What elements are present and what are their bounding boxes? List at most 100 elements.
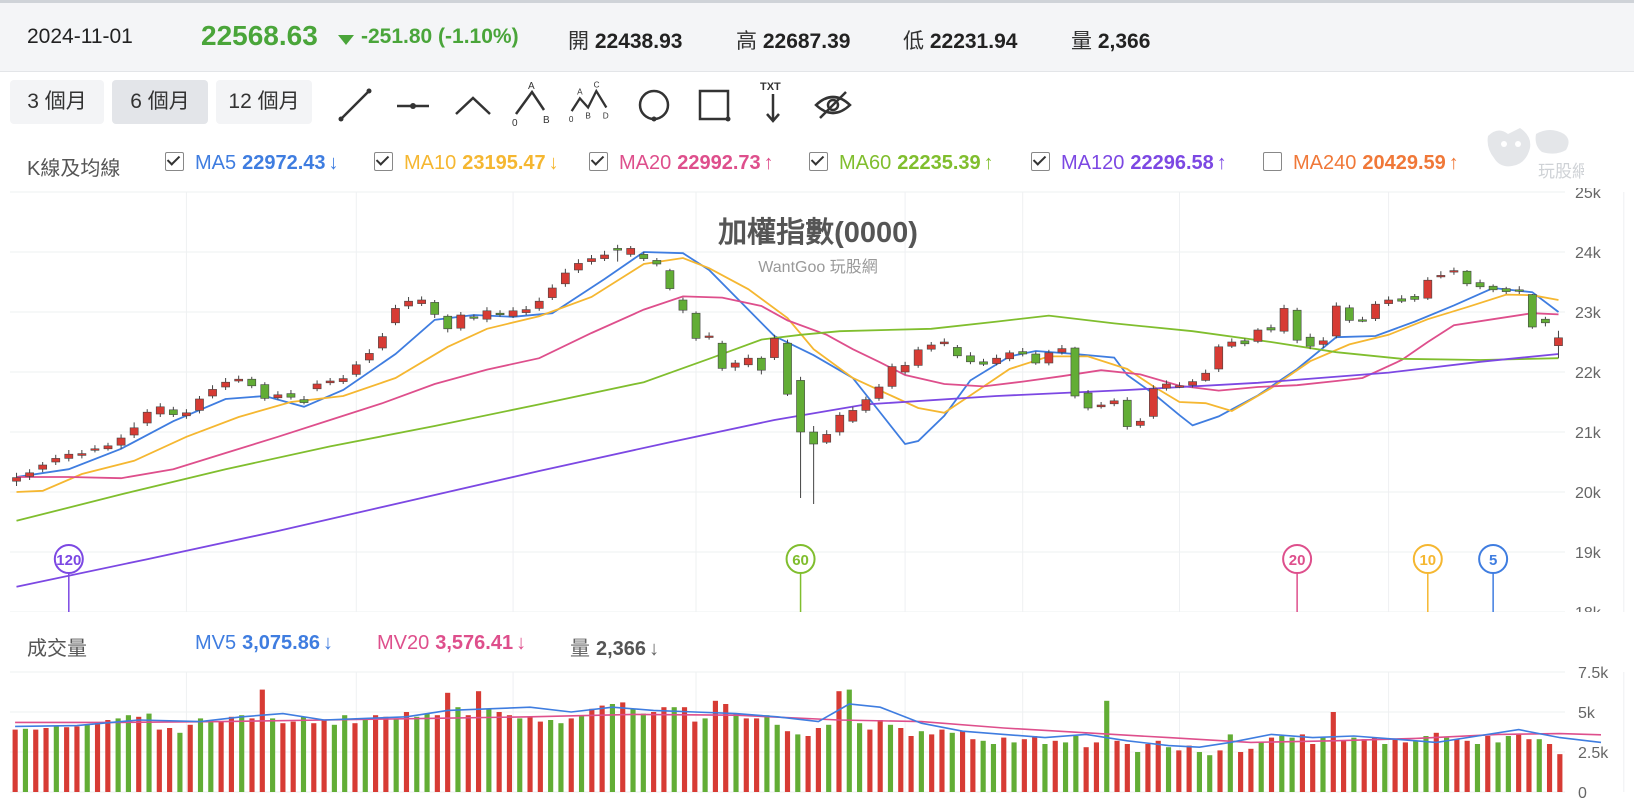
angle-tool-icon[interactable] xyxy=(452,84,494,126)
volume-bar xyxy=(506,715,513,792)
candle-body xyxy=(260,384,270,399)
volume-bar xyxy=(1361,739,1367,792)
candle-body xyxy=(469,316,479,319)
ma5-checkbox[interactable] xyxy=(165,152,184,171)
candle-body xyxy=(1005,352,1014,360)
volume-title: 成交量 xyxy=(27,638,87,660)
circle-tool-icon[interactable] xyxy=(633,84,675,126)
candle-body xyxy=(992,357,1001,364)
ma60-checkbox[interactable] xyxy=(809,152,828,171)
volume-bar xyxy=(187,724,193,792)
candle xyxy=(1018,348,1028,357)
ma240-checkbox[interactable] xyxy=(1263,152,1282,171)
volume-bar xyxy=(1114,740,1120,792)
price-chart[interactable]: 120 60 20 10 5 25k 24k 23k 22k 21k 20k 19k 18k 加權指數… xyxy=(0,188,1634,612)
volume-bar xyxy=(1443,737,1450,792)
volume-bar xyxy=(1495,742,1501,792)
text-tool-icon[interactable]: TXT xyxy=(752,76,794,128)
ma-marker-label: 5 xyxy=(1489,552,1497,569)
candle-body xyxy=(273,394,283,399)
candle-body xyxy=(966,355,975,363)
range-3m-button[interactable]: 3 個月 xyxy=(10,80,104,124)
candle-body xyxy=(717,342,727,369)
ma20-legend[interactable]: MA20 22992.73 ↑ xyxy=(589,152,774,175)
ma20-checkbox[interactable] xyxy=(589,152,608,171)
candle xyxy=(417,296,426,306)
candle xyxy=(1279,304,1289,334)
candle xyxy=(1397,295,1407,303)
candle xyxy=(404,297,413,309)
volume-bar xyxy=(383,716,389,792)
tool-glyph: D xyxy=(603,111,609,120)
volume-bar xyxy=(1052,740,1058,792)
ma240-legend[interactable]: MA240 20429.59 ↑ xyxy=(1263,152,1459,175)
volume-bar xyxy=(990,744,997,792)
candle-body xyxy=(1149,388,1158,417)
candle xyxy=(378,333,387,351)
volume-bar xyxy=(393,718,399,792)
candle-body xyxy=(1331,305,1341,337)
candle xyxy=(1384,296,1393,306)
volume-bar xyxy=(795,734,801,792)
volume-bar xyxy=(702,718,708,792)
ma-marker-20: 20 xyxy=(1282,544,1313,612)
volume-bar xyxy=(1207,755,1213,792)
candle-body xyxy=(90,448,100,451)
candle xyxy=(1423,277,1433,300)
volume-bar xyxy=(311,723,317,792)
quote-date: 2024-11-01 xyxy=(27,25,133,48)
candle-body xyxy=(561,272,570,285)
candle-body xyxy=(508,310,518,317)
range-6m-button[interactable]: 6 個月 xyxy=(112,80,208,124)
candle xyxy=(1554,330,1563,359)
volume-bar xyxy=(496,712,502,792)
abc-pattern-tool-icon[interactable]: A 0 B xyxy=(510,76,552,128)
candle xyxy=(1449,267,1459,275)
volume-bar xyxy=(1516,734,1522,792)
ma10-checkbox[interactable] xyxy=(374,152,393,171)
line-tool-icon[interactable] xyxy=(334,84,376,126)
tool-glyph: 0 xyxy=(569,115,574,124)
ma120-checkbox[interactable] xyxy=(1031,152,1050,171)
candle-body xyxy=(1044,352,1054,364)
candle-body xyxy=(1175,385,1184,388)
arrow-up-icon: ↑ xyxy=(1216,152,1227,174)
volume-chart[interactable]: 7.5k 5k 2.5k 0 xyxy=(0,664,1634,804)
horizontal-line-tool-icon[interactable] xyxy=(392,84,434,126)
candle-body xyxy=(351,364,361,375)
hide-drawings-icon[interactable] xyxy=(812,84,854,126)
tool-glyph: TXT xyxy=(760,81,781,93)
candle xyxy=(90,445,100,453)
candle-body xyxy=(926,344,936,350)
candle-body xyxy=(116,437,126,446)
quote-volume: 量 2,366 xyxy=(1071,30,1151,53)
candle-body xyxy=(247,378,257,387)
volume-bar xyxy=(156,729,162,792)
arrow-down-icon: ↓ xyxy=(322,632,333,654)
abcd-pattern-tool-icon[interactable]: A C B D 0 xyxy=(568,76,610,128)
candle xyxy=(1135,418,1145,428)
candle xyxy=(534,297,544,311)
volume-bar xyxy=(373,715,379,792)
chart-title: 加權指數(0000) xyxy=(718,216,918,249)
ma10-legend[interactable]: MA10 23195.47 ↓ xyxy=(374,152,559,175)
ma5-legend[interactable]: MA5 22972.43 ↓ xyxy=(165,152,339,175)
volume-bar xyxy=(898,728,904,792)
ma60-legend[interactable]: MA60 22235.39 ↑ xyxy=(809,152,994,175)
candle xyxy=(325,378,335,386)
volume-bar xyxy=(1320,737,1326,792)
candle-body xyxy=(77,453,87,456)
candle-body xyxy=(1083,392,1093,409)
range-12m-button[interactable]: 12 個月 xyxy=(216,80,312,124)
volume-bar xyxy=(146,713,152,792)
candle-body xyxy=(613,248,622,251)
ma120-legend[interactable]: MA120 22296.58 ↑ xyxy=(1031,152,1227,175)
candle-body xyxy=(495,312,505,315)
candle-body xyxy=(1514,289,1524,292)
volume-bar xyxy=(465,715,471,792)
candle-body xyxy=(404,300,413,307)
candle-body xyxy=(1384,299,1393,304)
candle-body xyxy=(730,362,740,368)
rectangle-tool-icon[interactable] xyxy=(693,84,735,126)
volume-bar xyxy=(300,716,307,792)
